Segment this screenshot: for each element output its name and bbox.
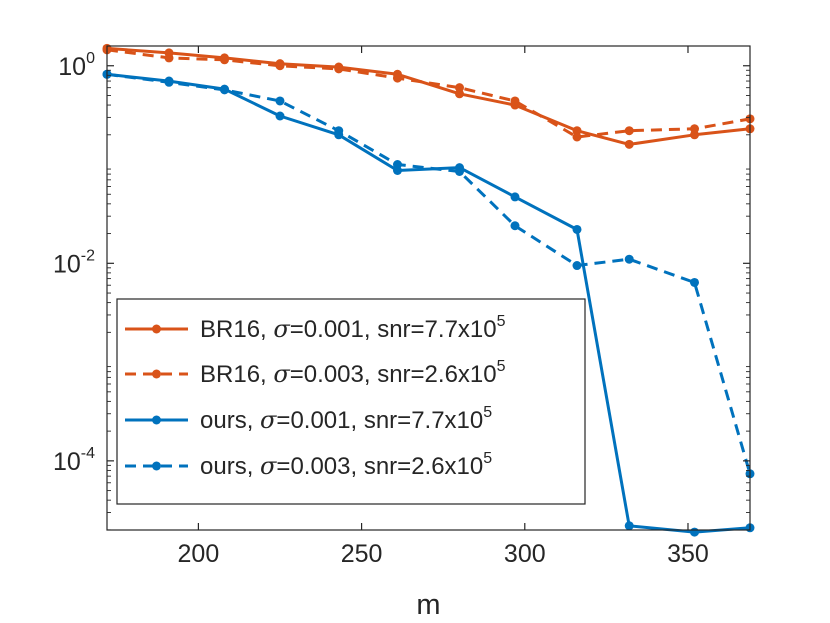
data-point [572, 224, 582, 234]
x-tick-label: 200 [178, 540, 220, 568]
data-point [510, 96, 520, 106]
legend-snr: , snr=2.6x10 [351, 453, 484, 480]
y-tick-label-exponent: -2 [81, 247, 95, 264]
legend-label: BR16, σ=0.003, snr=2.6x105 [200, 358, 506, 388]
data-point [220, 85, 230, 95]
legend-item: ours, σ=0.003, snr=2.6x105 [125, 450, 492, 480]
legend-separator: , [260, 361, 273, 388]
data-point [164, 53, 174, 63]
data-point [690, 527, 700, 537]
data-point [275, 111, 285, 121]
legend-label: BR16, σ=0.001, snr=7.7x105 [200, 313, 506, 343]
legend-marker [152, 324, 161, 334]
data-point [624, 521, 634, 531]
legend-snr: , snr=7.7x10 [364, 316, 497, 343]
legend-separator: , [247, 453, 260, 480]
data-point [624, 126, 634, 136]
y-tick-label: 10-2 [53, 247, 95, 278]
data-point [572, 261, 582, 271]
legend-sigma-value: =0.001 [290, 316, 364, 343]
data-point [392, 160, 402, 170]
data-point [690, 277, 700, 287]
y-tick-label-exponent: -4 [81, 445, 95, 462]
legend-series-name: ours [200, 453, 247, 480]
x-tick-label: 350 [667, 540, 709, 568]
legend-sigma-symbol: σ [260, 452, 277, 480]
legend-snr-exponent: 5 [497, 313, 506, 330]
legend-snr: , snr=2.6x10 [364, 361, 497, 388]
legend-snr-exponent: 5 [483, 450, 492, 467]
legend-snr-exponent: 5 [497, 358, 506, 375]
x-tick-label: 300 [504, 540, 546, 568]
data-point [572, 126, 582, 136]
legend-box [116, 298, 586, 505]
legend-separator: , [247, 407, 260, 434]
legend-label: ours, σ=0.003, snr=2.6x105 [200, 450, 492, 480]
x-axis-title: m [416, 589, 440, 621]
legend-marker [152, 369, 161, 379]
plot-box [106, 45, 751, 531]
legend-series-name: BR16 [200, 316, 260, 343]
y-tick-label-base: 10 [53, 448, 81, 476]
data-point [220, 55, 230, 65]
data-point [275, 61, 285, 71]
data-point [164, 77, 174, 87]
legend-item: ours, σ=0.001, snr=7.7x105 [125, 404, 492, 434]
data-point [510, 192, 520, 202]
legend-snr-exponent: 5 [483, 404, 492, 421]
y-tick-label: 10-4 [53, 445, 95, 476]
y-tick-label-base: 10 [53, 250, 81, 278]
series-2 [102, 45, 755, 142]
data-point [572, 132, 582, 142]
data-point [624, 139, 634, 149]
series-line [106, 46, 751, 146]
legend-series-name: BR16 [200, 361, 260, 388]
legend-separator: , [260, 316, 273, 343]
x-tick-label: 250 [341, 540, 383, 568]
data-point [624, 254, 634, 264]
data-point [275, 96, 285, 106]
data-point [455, 83, 465, 93]
y-tick-label-base: 10 [58, 53, 86, 81]
data-point [334, 126, 344, 136]
data-point [690, 124, 700, 134]
series-line [106, 48, 751, 139]
legend-sigma-value: =0.003 [290, 361, 364, 388]
data-point [510, 221, 520, 231]
legend-label: ours, σ=0.001, snr=7.7x105 [200, 404, 492, 434]
legend-item: BR16, σ=0.003, snr=2.6x105 [125, 358, 506, 388]
legend-sigma-symbol: σ [273, 360, 290, 388]
legend-snr: , snr=7.7x10 [351, 407, 484, 434]
legend-marker [152, 415, 161, 425]
y-tick-label: 100 [58, 50, 95, 81]
series-line [106, 72, 752, 475]
series-layer [102, 43, 755, 537]
legend-sigma-value: =0.001 [276, 407, 350, 434]
series-4 [102, 69, 755, 479]
legend-sigma-symbol: σ [260, 406, 277, 434]
legend-sigma-value: =0.003 [276, 453, 350, 480]
data-point [392, 73, 402, 83]
legend-series-name: ours [200, 407, 247, 434]
legend-marker [152, 461, 161, 471]
data-point [334, 64, 344, 74]
legend-sigma-symbol: σ [273, 315, 290, 343]
data-point [455, 167, 465, 177]
legend-item: BR16, σ=0.001, snr=7.7x105 [125, 313, 506, 343]
y-tick-label-exponent: 0 [86, 50, 95, 67]
